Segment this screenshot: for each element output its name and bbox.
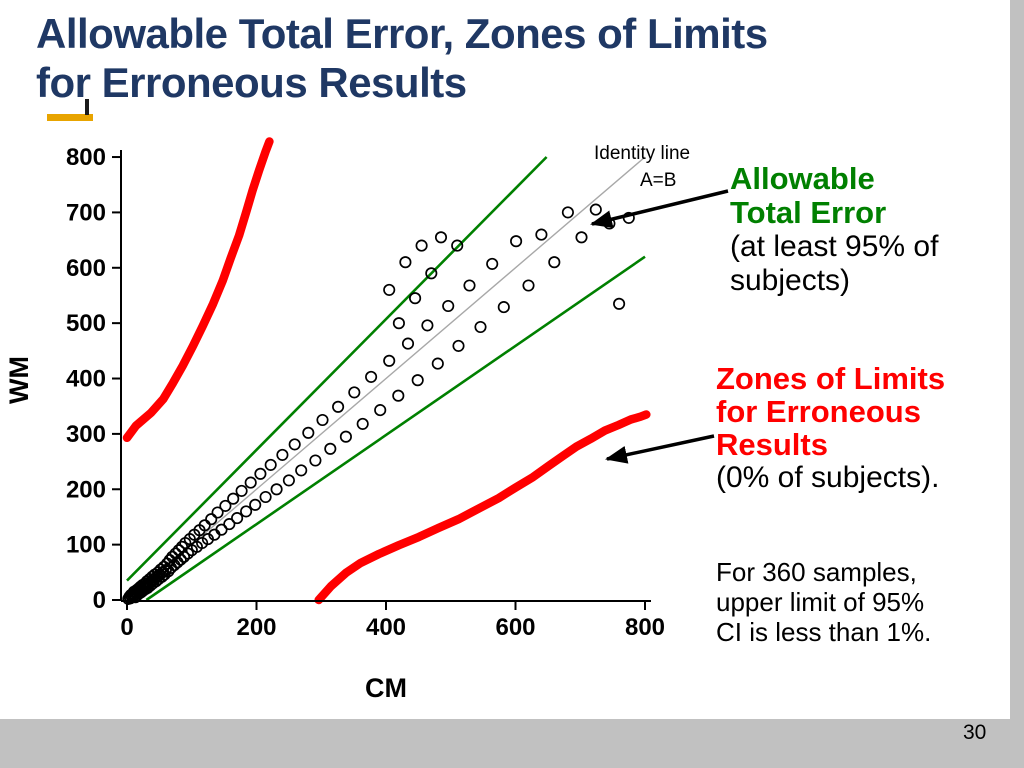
- title-accent-bar: [47, 114, 93, 121]
- ate-heading-line1: Allowable: [730, 161, 875, 196]
- slide-title-line2: for Erroneous Results: [36, 58, 467, 106]
- note-line3: CI is less than 1%.: [716, 617, 932, 647]
- title-accent-tick: [85, 99, 89, 115]
- annotation-allowable-total-error: Allowable Total Error (at least 95% of s…: [730, 162, 938, 298]
- zones-heading-line2: for Erroneous: [716, 394, 921, 429]
- zones-sub: (0% of subjects).: [716, 461, 940, 494]
- note-line1: For 360 samples,: [716, 557, 917, 587]
- ate-sub-line2: subjects): [730, 264, 851, 297]
- slide-title-line1: Allowable Total Error, Zones of Limits: [36, 10, 768, 57]
- slide-title: Allowable Total Error, Zones of Limits f…: [36, 10, 976, 107]
- page-number: 30: [963, 721, 987, 744]
- ate-sub-line1: (at least 95% of: [730, 230, 939, 263]
- ate-heading-line2: Total Error: [730, 195, 887, 230]
- note-line2: upper limit of 95%: [716, 587, 925, 617]
- zones-heading-line1: Zones of Limits: [716, 361, 946, 396]
- annotation-samples-note: For 360 samples, upper limit of 95% CI i…: [716, 557, 931, 647]
- zones-heading-line3: Results: [716, 427, 828, 462]
- annotation-zones-of-limits: Zones of Limits for Erroneous Results (0…: [716, 362, 945, 494]
